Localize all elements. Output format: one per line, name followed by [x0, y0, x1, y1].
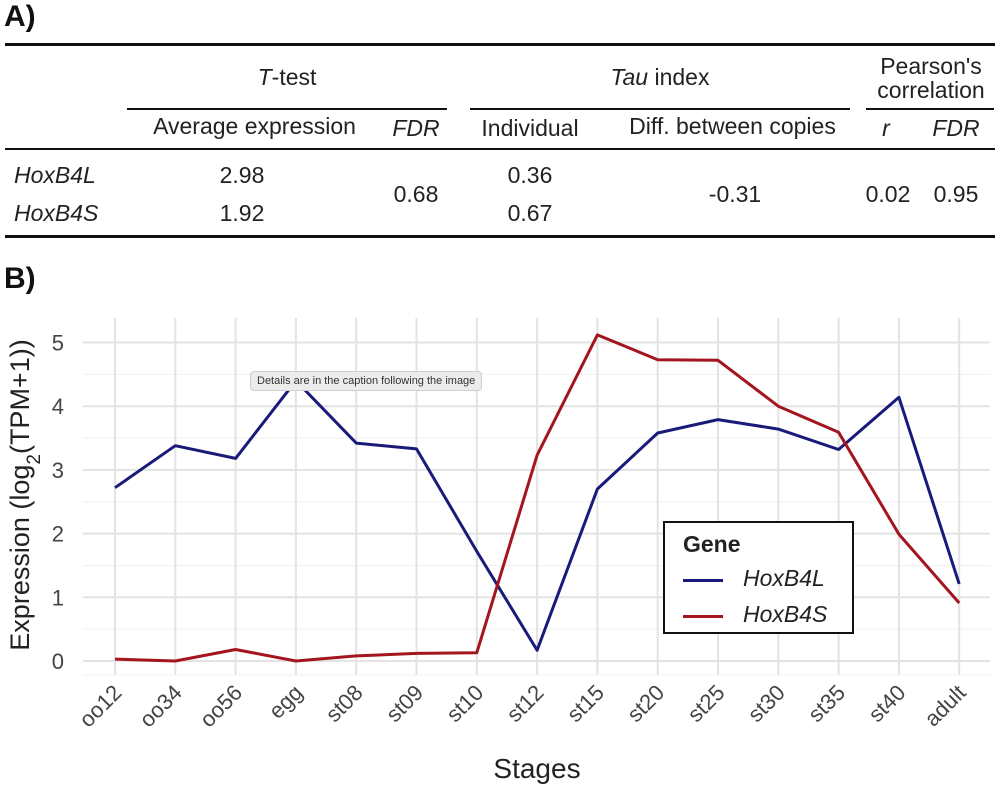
x-tick-label: oo12: [74, 680, 126, 732]
ttest-underline: [127, 108, 447, 110]
x-tick-label: st25: [682, 680, 729, 727]
x-tick-label: st20: [622, 680, 669, 727]
shared-r: 0.02: [865, 181, 911, 207]
y-axis-label: Expression (log2(TPM+1)): [5, 339, 45, 650]
x-tick-labels: oo12 oo34 oo56 egg st08 st09 st10 st12 st15 st20 s…: [74, 680, 970, 732]
series-line-hoxb4s: [114, 333, 961, 663]
y-tick-label: 5: [52, 331, 64, 356]
row-tau-hoxb4l: 0.36: [507, 162, 553, 188]
table-top-rule: [5, 43, 995, 46]
series-lines: [114, 333, 961, 663]
panel-b-label: B): [4, 262, 36, 295]
group-header-pearson-2: correlation: [877, 77, 985, 103]
row-gene-hoxb4s: HoxB4S: [14, 200, 99, 226]
legend-swatch-hoxb4l: [683, 579, 723, 582]
y-tick-label: 3: [52, 458, 64, 483]
y-tick-label: 4: [52, 394, 64, 419]
y-tick-labels: 0 1 2 3 4 5: [52, 331, 64, 675]
x-tick-label: oo34: [135, 680, 187, 732]
tau-underline: [470, 108, 850, 110]
row-gene-hoxb4l: HoxB4L: [14, 162, 96, 188]
legend: Gene HoxB4L HoxB4S: [663, 521, 854, 634]
header-rule: [5, 148, 995, 150]
x-tick-label: st40: [863, 680, 910, 727]
subheader-fdr: FDR: [392, 115, 440, 141]
legend-title: Gene: [683, 531, 741, 557]
series-line-hoxb4l: [114, 379, 961, 652]
y-tick-label: 1: [52, 585, 64, 610]
legend-swatch-hoxb4s: [683, 615, 723, 618]
x-tick-label: st08: [321, 680, 368, 727]
legend-label-hoxb4l: HoxB4L: [743, 565, 825, 591]
image-caption-tooltip: Details are in the caption following the…: [250, 371, 483, 391]
subheader-r: r: [882, 115, 890, 141]
x-tick-label: adult: [919, 680, 970, 731]
x-tick-label: st09: [381, 680, 428, 727]
x-tick-label: st10: [441, 680, 488, 727]
legend-label-hoxb4s: HoxB4S: [743, 601, 828, 627]
y-tick-label: 0: [52, 649, 64, 674]
row-avg-hoxb4s: 1.92: [219, 200, 265, 226]
group-header-pearson-1: Pearson's: [880, 53, 982, 79]
table-bottom-rule: [5, 235, 995, 238]
shared-diff: -0.31: [708, 181, 762, 207]
row-avg-hoxb4l: 2.98: [219, 162, 265, 188]
group-header-tau: Tau index: [610, 64, 710, 90]
subheader-diff: Diff. between copies: [629, 113, 836, 139]
y-tick-label: 2: [52, 522, 64, 547]
subheader-average-expression: Average expression: [153, 113, 356, 139]
x-tick-label: st35: [803, 680, 850, 727]
x-tick-label: st12: [502, 680, 549, 727]
x-tick-label: oo56: [195, 680, 247, 732]
shared-fdr: 0.68: [393, 181, 439, 207]
pearson-underline: [866, 108, 994, 110]
row-tau-hoxb4s: 0.67: [507, 200, 553, 226]
shared-fdr-2: 0.95: [933, 181, 979, 207]
group-header-ttest: T-test: [257, 64, 317, 90]
subheader-fdr-2: FDR: [932, 115, 980, 141]
x-tick-label: st30: [743, 680, 790, 727]
subheader-individual: Individual: [481, 115, 579, 141]
x-axis-label: Stages: [493, 753, 580, 784]
x-tick-label: st15: [562, 680, 609, 727]
panel-a-label: A): [4, 0, 36, 33]
x-tick-label: egg: [264, 680, 308, 724]
